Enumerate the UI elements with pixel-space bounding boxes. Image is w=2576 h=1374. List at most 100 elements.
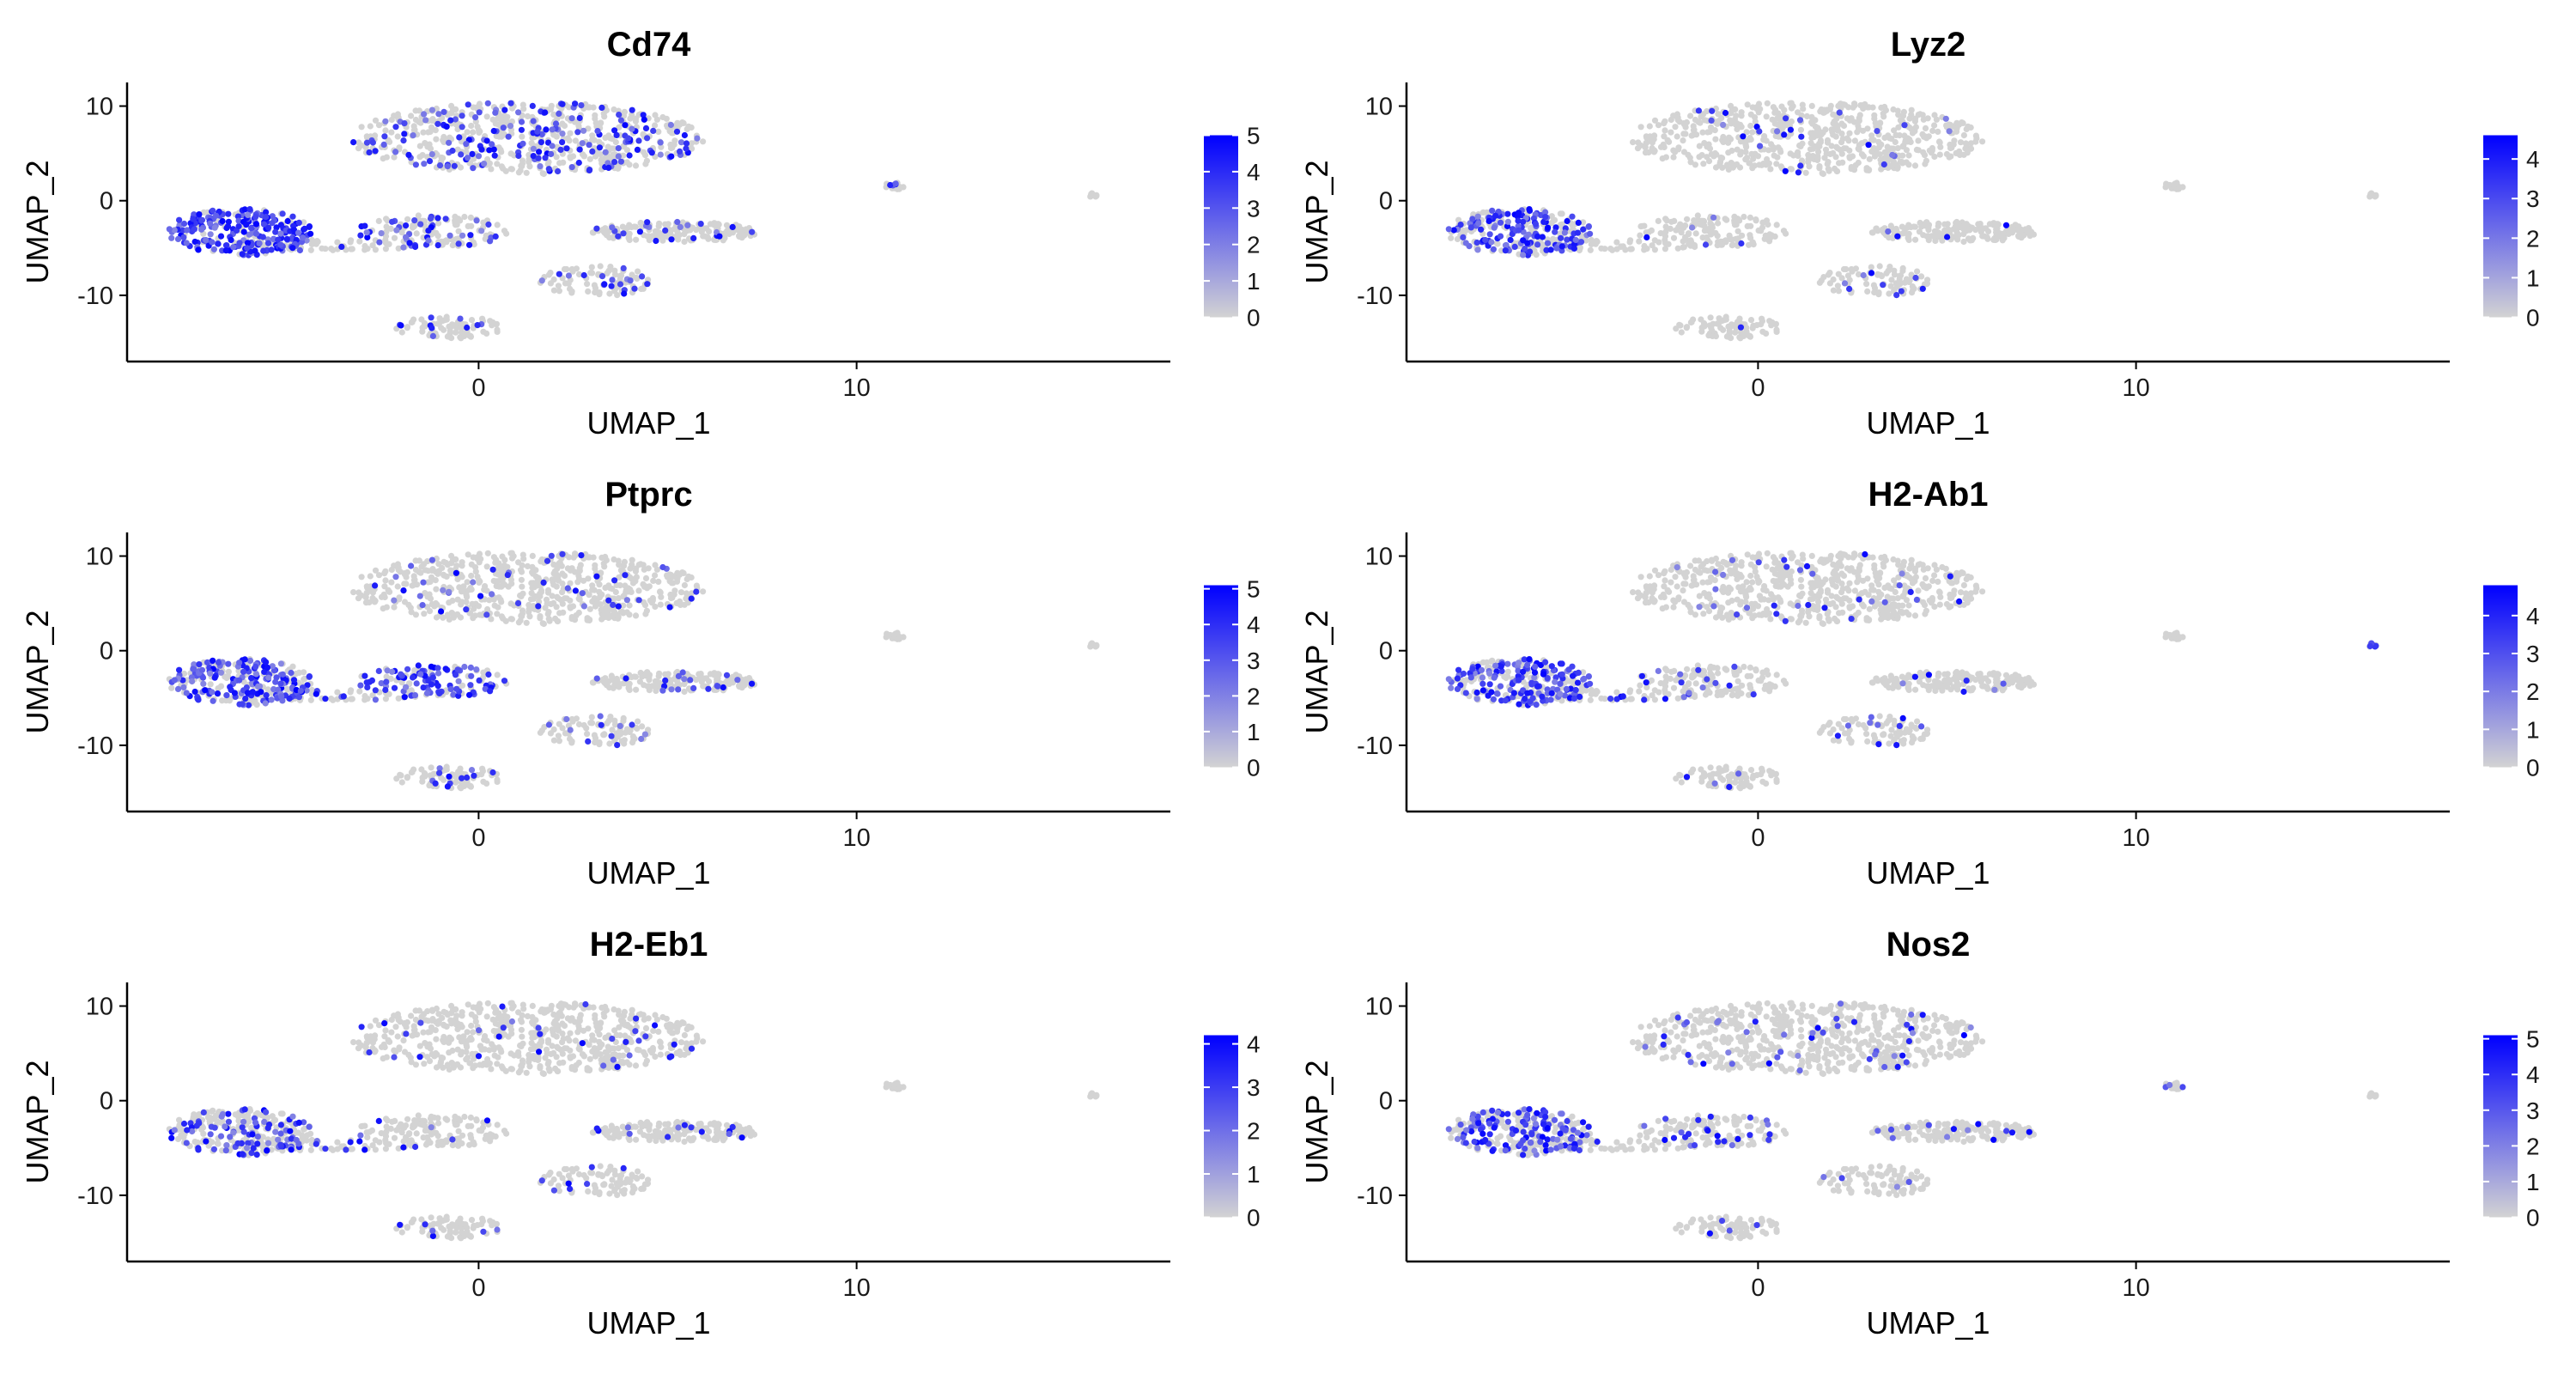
cell-point [428, 567, 435, 574]
cell-points [166, 100, 1100, 342]
cell-point [659, 113, 666, 121]
cell-point [584, 281, 591, 288]
cell-point [1672, 124, 1679, 131]
cell-point-expressed [1893, 292, 1900, 299]
cell-point-expressed [648, 149, 655, 156]
cell-point-expressed [657, 151, 664, 158]
cell-point [557, 596, 564, 603]
cell-point [1862, 100, 1868, 108]
cell-point-expressed [472, 114, 479, 121]
cell-point-expressed [219, 217, 226, 225]
cell-point-expressed [168, 234, 175, 241]
cell-point [1732, 119, 1739, 126]
cell-point-expressed [1782, 167, 1789, 174]
cell-point [1871, 562, 1878, 568]
cell-point [1817, 139, 1824, 146]
cell-point-expressed [1783, 115, 1789, 122]
cell-point-expressed [601, 281, 608, 288]
cell-point-expressed [1572, 236, 1579, 244]
cell-point [483, 780, 490, 787]
cell-point [502, 617, 509, 624]
cell-point [403, 574, 410, 581]
cell-point [1674, 133, 1680, 140]
cell-point [1953, 125, 1960, 132]
cell-point [1646, 123, 1653, 130]
cell-point-expressed [620, 264, 627, 271]
cell-point [523, 169, 530, 176]
cell-point-expressed [615, 145, 622, 152]
cell-point-expressed [538, 139, 545, 146]
cell-point-expressed [723, 672, 731, 678]
cell-point [1704, 143, 1710, 150]
cell-point [1851, 552, 1858, 559]
cell-point-expressed [1901, 122, 1908, 129]
cell-point [550, 111, 557, 118]
cell-point [1637, 124, 1644, 131]
cell-point-expressed [240, 668, 247, 675]
cell-point [1902, 225, 1909, 232]
cell-point [1833, 167, 1840, 174]
cell-point [551, 568, 558, 575]
cell-point-expressed [530, 118, 537, 125]
cell-point-expressed [467, 682, 474, 689]
cell-point [644, 669, 651, 676]
cell-point [1636, 238, 1643, 245]
cell-point [1732, 329, 1739, 336]
cell-point-expressed [515, 109, 522, 116]
cell-point-expressed [464, 774, 471, 781]
cell-point-expressed [278, 693, 285, 700]
cell-point-expressed [366, 149, 373, 156]
cell-point-expressed [1478, 226, 1485, 233]
cell-point-expressed [357, 232, 364, 239]
cell-point-expressed [350, 139, 357, 146]
cell-point-expressed [674, 218, 681, 226]
cell-point-expressed [623, 675, 629, 682]
cell-point-expressed [195, 696, 202, 703]
cell-point [494, 222, 501, 228]
cell-point-expressed [428, 556, 435, 563]
cell-point-expressed [572, 100, 579, 107]
cell-point-expressed [425, 228, 432, 234]
cell-point [628, 223, 635, 231]
panel-title: Ptprc [605, 476, 692, 514]
cell-point [1894, 145, 1901, 152]
cell-point [1692, 161, 1698, 168]
cell-point [668, 580, 676, 587]
cell-point [1720, 138, 1727, 145]
cell-point [627, 727, 634, 734]
cell-point [424, 593, 431, 600]
cell-point-expressed [644, 135, 651, 142]
cell-point [585, 575, 592, 582]
cell-point [440, 138, 447, 145]
panel-title: Cd74 [607, 26, 692, 64]
cell-point [550, 581, 557, 588]
cell-point [1668, 129, 1674, 136]
cell-point [2172, 180, 2178, 187]
cell-point [411, 222, 418, 228]
cell-point [459, 320, 466, 327]
cell-point [545, 271, 553, 278]
cell-point [1749, 165, 1756, 172]
cell-point-expressed [263, 692, 270, 699]
cell-point-expressed [1445, 226, 1452, 233]
cell-point-expressed [236, 240, 243, 246]
cell-point [1797, 576, 1804, 583]
cell-point [679, 119, 686, 126]
cell-point-expressed [542, 155, 549, 161]
cell-point [576, 596, 583, 603]
cell-point [1822, 126, 1829, 133]
cell-point-expressed [473, 217, 480, 224]
cell-point-expressed [677, 139, 685, 146]
cell-point-expressed [467, 232, 474, 239]
cell-point [524, 112, 532, 119]
cell-point-expressed [376, 239, 383, 246]
cell-point [499, 553, 506, 560]
cell-point [1999, 237, 2006, 244]
cell-point [444, 613, 451, 620]
cell-point [568, 614, 575, 621]
cell-point [1712, 136, 1719, 143]
cell-points [166, 550, 1100, 792]
cell-point [1755, 109, 1762, 116]
cell-point [626, 602, 633, 609]
